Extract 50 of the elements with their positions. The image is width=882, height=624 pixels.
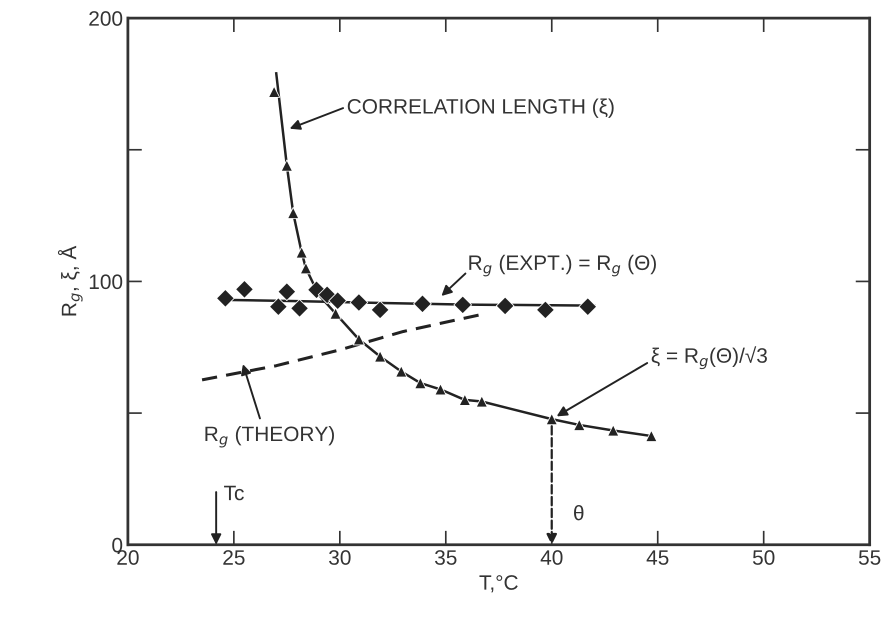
point bbox=[328, 291, 347, 310]
annotation: θ bbox=[574, 505, 584, 520]
annotation: R$_{g}$ (EXPT.) = R$_{g}$ (Θ) bbox=[469, 254, 656, 276]
point bbox=[607, 424, 620, 436]
point bbox=[395, 366, 408, 378]
point bbox=[278, 282, 296, 301]
point bbox=[536, 300, 555, 320]
annotation: Tc bbox=[224, 486, 244, 500]
point bbox=[300, 262, 312, 274]
point bbox=[434, 383, 446, 396]
point bbox=[413, 294, 432, 314]
point bbox=[496, 296, 514, 316]
x-axis-title: T,°C bbox=[479, 575, 518, 592]
point bbox=[645, 430, 658, 442]
x-tick-label: 55 bbox=[858, 550, 880, 565]
point bbox=[235, 280, 254, 299]
point bbox=[458, 394, 471, 406]
point bbox=[476, 396, 488, 408]
point bbox=[350, 293, 368, 312]
point bbox=[546, 413, 558, 426]
point bbox=[453, 296, 472, 314]
x-tick-label: 50 bbox=[752, 550, 774, 565]
point bbox=[573, 418, 586, 431]
point bbox=[269, 297, 288, 316]
point bbox=[216, 289, 235, 308]
x-tick-label: 45 bbox=[646, 550, 668, 565]
line-series bbox=[200, 313, 482, 382]
point bbox=[287, 206, 300, 219]
point bbox=[280, 160, 293, 172]
point bbox=[352, 333, 365, 346]
point bbox=[578, 297, 598, 316]
annotation: CORRELATION LENGTH (ξ) bbox=[348, 98, 614, 118]
annotation: ξ = R$_{g}$(Θ)/√3 bbox=[652, 346, 767, 370]
y-axis-title: R$_{g}$, ξ, Å bbox=[58, 246, 83, 316]
x-tick-label: 20 bbox=[117, 550, 139, 565]
point bbox=[268, 86, 280, 98]
point bbox=[290, 299, 309, 318]
y-tick-label: 200 bbox=[89, 11, 122, 26]
x-tick-label: 30 bbox=[329, 550, 351, 565]
point bbox=[414, 377, 426, 390]
x-tick-label: 40 bbox=[540, 550, 563, 565]
point bbox=[370, 300, 390, 320]
y-tick-label: 0 bbox=[112, 538, 122, 553]
point bbox=[374, 350, 386, 362]
annotation: R$_{g}$ (THEORY) bbox=[205, 426, 334, 448]
point bbox=[330, 308, 342, 320]
x-tick-label: 25 bbox=[223, 550, 245, 565]
point bbox=[296, 246, 308, 258]
y-tick-label: 100 bbox=[90, 274, 122, 290]
x-tick-label: 35 bbox=[434, 550, 456, 565]
